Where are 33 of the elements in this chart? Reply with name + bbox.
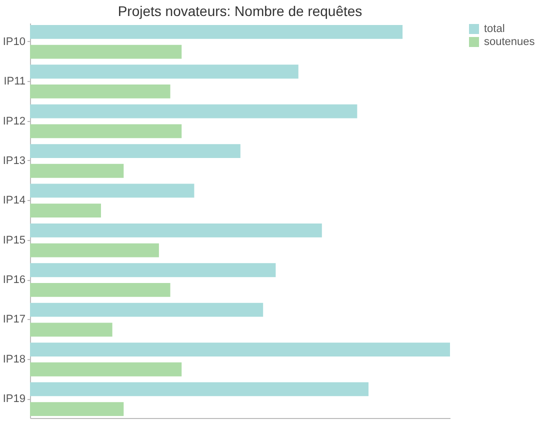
bar [30, 223, 322, 238]
bar [30, 164, 124, 178]
bar [30, 64, 298, 79]
bar [30, 124, 182, 138]
bar [30, 104, 358, 118]
bar [30, 342, 450, 356]
bar [30, 263, 276, 278]
bar [30, 24, 403, 39]
bar [30, 144, 240, 158]
y-tick-label: IP12 [2, 115, 26, 128]
bar [30, 302, 264, 317]
y-tick-label: IP11 [4, 76, 26, 88]
y-tick-label: IP17 [2, 314, 26, 326]
y-tick-label: IP14 [2, 194, 26, 207]
y-tick-label: IP19 [2, 393, 26, 406]
bar [30, 84, 170, 98]
y-tick-label: IP10 [2, 36, 26, 48]
bar [30, 362, 182, 376]
y-tick-label: IP13 [2, 154, 26, 167]
legend-label: soutenues [484, 36, 536, 48]
bar [30, 243, 159, 258]
bar [30, 382, 369, 396]
bar [30, 322, 112, 337]
bar [30, 402, 124, 416]
chart-title: Projets novateurs: Nombre de requêtes [118, 3, 362, 19]
y-tick-label: IP15 [2, 234, 26, 246]
legend-label: total [484, 23, 505, 35]
bar [30, 283, 170, 297]
bar [30, 184, 194, 198]
bar [30, 44, 182, 59]
y-tick-label: IP16 [2, 274, 26, 286]
y-tick-label: IP18 [2, 353, 26, 366]
bar [30, 204, 101, 218]
